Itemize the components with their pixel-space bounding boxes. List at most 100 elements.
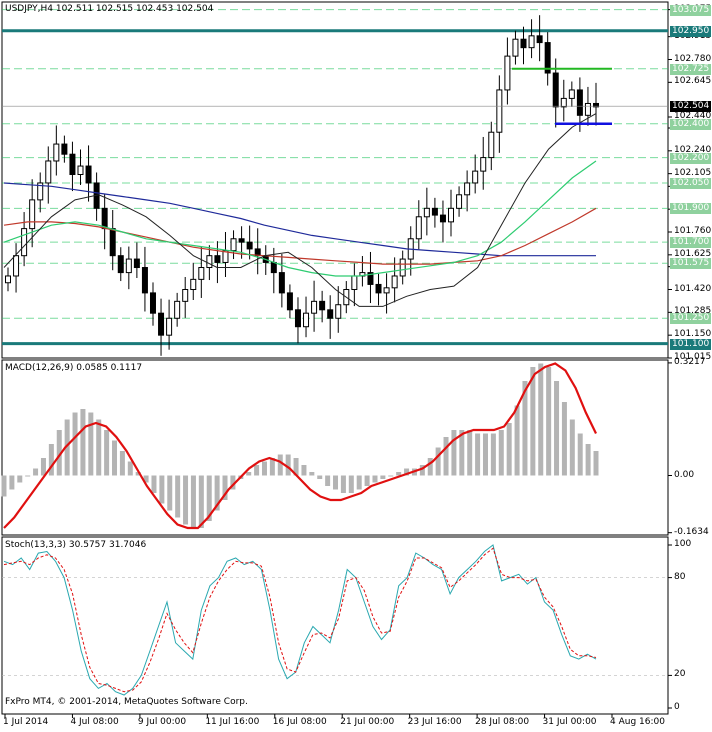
macd-pane (1, 359, 672, 536)
macd-histogram-bar (56, 430, 62, 476)
macd-tick-label: -0.1634 (674, 526, 709, 537)
macd-histogram-bar (467, 430, 473, 476)
macd-histogram-bar (443, 437, 449, 476)
macd-histogram-bar (506, 423, 512, 476)
candle-body (141, 267, 148, 294)
macd-histogram-bar (490, 433, 496, 476)
macd-histogram-bar (175, 475, 181, 518)
candle-body (270, 261, 277, 274)
macd-histogram-bar (364, 475, 370, 486)
macd-histogram-bar (522, 381, 528, 476)
candle-body (77, 165, 84, 176)
macd-histogram-bar (340, 475, 346, 493)
macd-histogram-bar (80, 409, 86, 476)
macd-histogram-bar (269, 458, 275, 476)
macd-histogram-bar (356, 475, 362, 490)
level-price-tag: 103.075 (670, 4, 711, 16)
macd-histogram-bar (538, 363, 544, 476)
macd-histogram-bar (88, 412, 94, 476)
candle-body (174, 300, 181, 319)
macd-histogram-bar (143, 475, 149, 483)
stoch-tick-label: 80 (674, 571, 686, 582)
macd-histogram-bar (254, 465, 260, 476)
ma-black-line (3, 113, 597, 307)
candle-body (383, 287, 390, 294)
macd-histogram-bar (482, 433, 488, 476)
macd-histogram-bar (530, 367, 536, 476)
macd-histogram-bar (475, 433, 481, 476)
macd-histogram-bar (404, 468, 410, 476)
candle-body (166, 317, 173, 336)
candle-body (5, 275, 11, 284)
macd-histogram-bar (48, 444, 54, 476)
level-price-tag: 102.200 (670, 152, 711, 164)
x-tick-label: 1 Jul 2014 (3, 717, 49, 727)
candle-body (190, 278, 197, 291)
candle-body (351, 275, 358, 291)
candle-body (568, 89, 575, 99)
candle-body (367, 272, 374, 285)
macd-signal-line (3, 362, 597, 530)
candle-body (480, 157, 487, 172)
stoch-title: Stoch(13,3,3) 30.5757 31.7046 (5, 540, 147, 550)
candle-body (520, 38, 527, 49)
candle-body (149, 292, 156, 314)
macd-histogram-bar (167, 475, 173, 511)
candle-body (214, 255, 221, 263)
macd-histogram-bar (17, 475, 23, 483)
price-tick-label: 101.420 (674, 283, 712, 294)
macd-histogram-bar (96, 419, 102, 476)
macd-histogram-bar (1, 475, 7, 497)
macd-histogram-bar (577, 433, 583, 476)
price-tick-label: 101.015 (674, 352, 712, 362)
macd-histogram-bar (585, 444, 591, 476)
x-tick-label: 16 Jul 08:00 (272, 717, 327, 727)
macd-histogram-bar (301, 465, 307, 476)
candle-body (488, 131, 495, 159)
candle-body (528, 35, 535, 49)
candle-body (472, 170, 479, 184)
macd-histogram-bar (459, 430, 465, 476)
candle-body (423, 207, 430, 218)
price-tick-label: 101.285 (674, 306, 712, 317)
candle-body (576, 89, 583, 116)
x-tick-label: 23 Jul 16:00 (407, 717, 462, 727)
macd-histogram-bar (214, 475, 220, 511)
macd-histogram-bar (246, 472, 252, 476)
level-price-tag: 101.100 (670, 338, 711, 350)
candle-body (593, 102, 599, 108)
price-tick-label: 102.240 (674, 144, 712, 155)
macd-histogram-bar (333, 475, 339, 490)
stoch-d-line (3, 547, 597, 693)
macd-histogram-bar (569, 419, 575, 476)
stoch-tick-label: 20 (674, 669, 686, 680)
macd-histogram-bar (261, 461, 267, 476)
price-tick-label: 101.625 (674, 248, 712, 259)
macd-histogram-bar (388, 475, 394, 477)
candle-body (13, 255, 20, 277)
candle-body (319, 300, 326, 311)
macd-histogram-bar (546, 367, 552, 476)
macd-histogram-bar (72, 412, 78, 476)
level-price-tag: 101.575 (670, 258, 711, 270)
candle-body (158, 312, 165, 336)
candle-body (335, 304, 342, 319)
candle-body (206, 255, 213, 269)
macd-title: MACD(12,26,9) 0.0585 0.1117 (5, 363, 143, 373)
macd-histogram-bar (293, 458, 299, 476)
x-tick-label: 9 Jul 00:00 (137, 717, 187, 727)
candle-body (109, 228, 116, 257)
macd-histogram-bar (561, 402, 567, 476)
chart-title: USDJPY,H4 102.511 102.515 102.453 102.50… (5, 4, 214, 14)
macd-histogram-bar (498, 430, 504, 476)
macd-histogram-bar (372, 475, 378, 483)
candle-body (286, 292, 293, 311)
macd-histogram-bar (40, 458, 46, 476)
ma-red-line (3, 207, 597, 265)
macd-histogram-bar (285, 454, 291, 476)
candle-body (29, 199, 36, 230)
candle-body (294, 309, 301, 328)
stoch-tick-label: 0 (674, 702, 680, 712)
candle-body (125, 258, 132, 274)
candle-body (85, 165, 92, 184)
